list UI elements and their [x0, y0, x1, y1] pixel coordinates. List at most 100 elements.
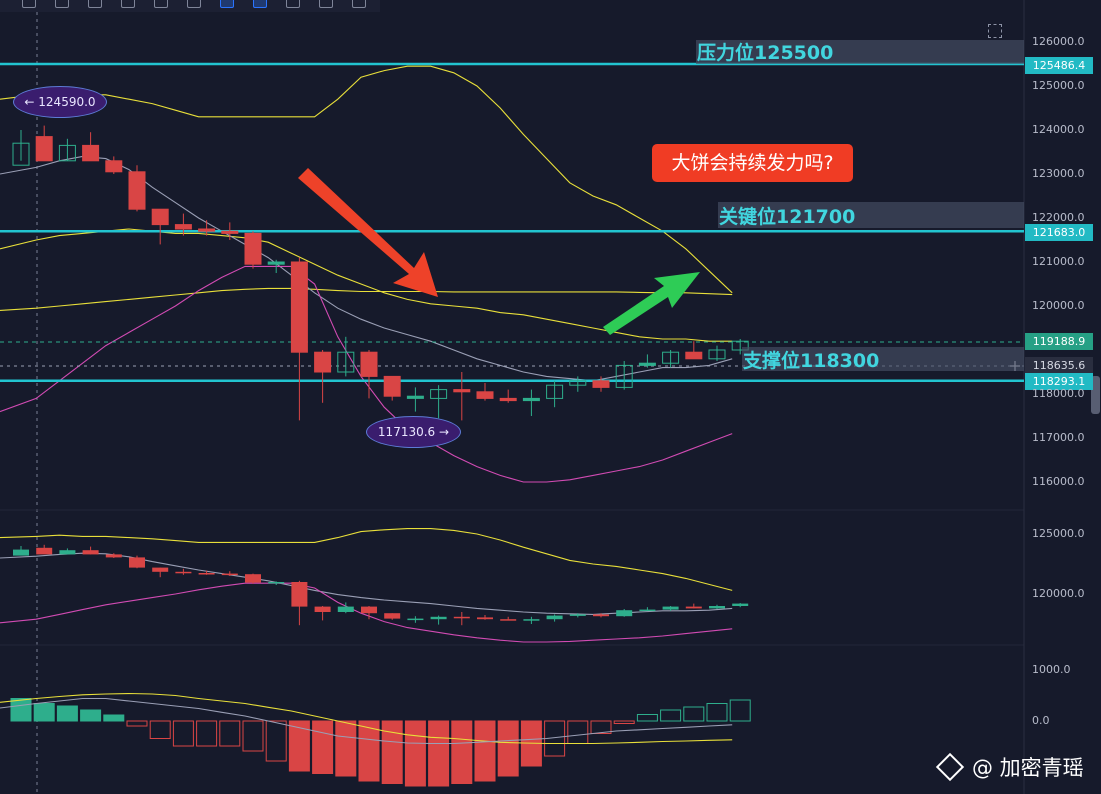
axis-tick-label: 120000.0	[1032, 587, 1085, 600]
macd-bar	[497, 720, 519, 777]
secondary-candle-body	[36, 547, 53, 555]
candle-body	[198, 228, 216, 232]
pencil-icon[interactable]	[55, 0, 69, 8]
trash-icon[interactable]	[286, 0, 300, 8]
text-icon[interactable]	[154, 0, 168, 8]
secondary-candle-body	[453, 616, 470, 619]
candle-body	[35, 136, 53, 162]
candle-body	[221, 230, 239, 234]
macd-bar	[172, 720, 194, 747]
secondary-candle-body	[361, 606, 377, 614]
candle-body	[337, 351, 355, 373]
cursor-icon[interactable]	[22, 0, 36, 8]
secondary-candle-body	[384, 613, 401, 619]
support-zone	[742, 347, 1024, 371]
secondary-candle-body	[709, 606, 725, 609]
binance-diamond-icon	[935, 752, 965, 782]
secondary-candle-body	[477, 617, 493, 620]
secondary-candle-body	[152, 567, 169, 572]
macd-bar	[404, 720, 426, 787]
watermark-text: @ 加密青瑶	[972, 756, 1084, 780]
axis-tick-label: 126000.0	[1032, 35, 1085, 48]
secondary-candle-body	[13, 549, 29, 556]
macd-bar	[683, 706, 705, 722]
axis-tick-label: 125000.0	[1032, 79, 1085, 92]
up-arrow	[603, 272, 700, 335]
macd-bar	[10, 698, 32, 722]
support-label: 支撑位118300	[743, 350, 880, 372]
candle-body	[360, 351, 378, 377]
secondary-candle-body	[662, 606, 679, 610]
macd-bar	[335, 720, 357, 777]
watermark: @ 加密青瑶	[935, 752, 1084, 782]
axis-tick-label: 118000.0	[1032, 387, 1085, 400]
key-level-label: 关键位121700	[719, 206, 856, 228]
candle-body	[383, 375, 401, 397]
macd-bar	[288, 720, 310, 772]
price-tag-current: 119188.9	[1025, 333, 1093, 350]
candle-body	[546, 384, 564, 399]
candle-body	[615, 364, 633, 388]
overlay-line-2	[0, 287, 733, 311]
price-scale-handle[interactable]	[1091, 376, 1100, 414]
secondary-candle-body	[639, 609, 656, 612]
expand-icon[interactable]	[988, 24, 1002, 38]
candle-body	[476, 391, 494, 399]
secondary-candle-body	[593, 614, 609, 617]
candle-body	[105, 160, 123, 173]
price-tag-support: 118293.1	[1025, 373, 1093, 390]
price-tag-crosshair: 118635.6	[1025, 357, 1093, 374]
macd-bar	[451, 720, 473, 784]
secondary-overlay-2	[0, 582, 733, 643]
ruler-icon[interactable]	[121, 0, 135, 8]
macd-bar	[381, 720, 403, 784]
magnet-icon[interactable]	[220, 0, 234, 8]
pin-icon[interactable]	[253, 0, 267, 8]
axis-tick-label: 1000.0	[1032, 663, 1071, 676]
resistance-zone	[696, 40, 1024, 64]
macd-bar	[80, 709, 102, 722]
undo-icon[interactable]	[319, 0, 333, 8]
axis-tick-label: 122000.0	[1032, 211, 1085, 224]
axis-tick-label: 117000.0	[1032, 431, 1085, 444]
secondary-candle-body	[314, 606, 331, 612]
secondary-overlay-0	[0, 528, 733, 591]
secondary-candle-body	[245, 574, 261, 583]
secondary-candle-body	[59, 550, 76, 555]
secondary-candle-body	[523, 619, 540, 621]
macd-bar	[196, 720, 218, 747]
candle-body	[662, 351, 680, 364]
macd-signal-line	[0, 692, 733, 745]
candle-body	[82, 144, 100, 162]
redo-icon[interactable]	[352, 0, 366, 8]
price-tag-resistance: 125486.4	[1025, 57, 1093, 74]
secondary-candle-body	[430, 616, 447, 620]
axis-tick-label: 121000.0	[1032, 255, 1085, 268]
axis-tick-label: 123000.0	[1032, 167, 1085, 180]
brush-icon[interactable]	[88, 0, 102, 8]
macd-line	[0, 697, 733, 745]
secondary-candle-body	[221, 573, 238, 576]
macd-bar	[242, 720, 264, 752]
candle-body	[569, 380, 587, 386]
secondary-candle-body	[105, 554, 122, 558]
candle-body	[685, 351, 703, 360]
candle-body	[267, 261, 285, 265]
macd-bar	[56, 705, 78, 722]
candle-body	[244, 232, 262, 265]
candle-body	[290, 261, 308, 353]
candle-body	[430, 389, 448, 399]
secondary-candle-body	[175, 571, 192, 574]
macd-bar	[312, 720, 334, 774]
low-price-marker: 117130.6 →	[366, 416, 461, 448]
down-arrow	[298, 168, 438, 297]
secondary-candle-body	[82, 550, 99, 555]
macd-bar	[428, 720, 450, 787]
macd-bar	[660, 709, 682, 722]
price-tag-key: 121683.0	[1025, 224, 1093, 241]
macd-bar	[149, 720, 171, 739]
axis-tick-label: 120000.0	[1032, 299, 1085, 312]
candle-body	[128, 171, 146, 210]
secondary-candle-body	[291, 582, 308, 607]
note-icon[interactable]	[187, 0, 201, 8]
